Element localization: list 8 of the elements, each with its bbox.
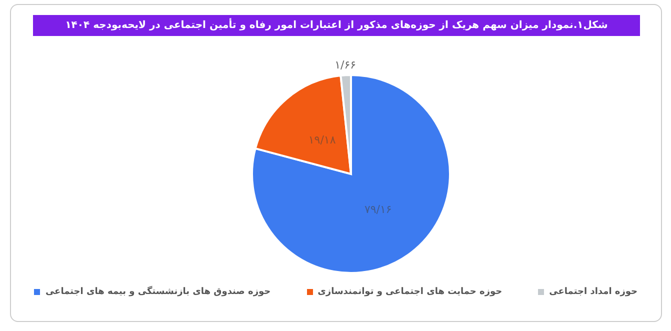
pie-slice: [251, 74, 451, 274]
data-label: ۱۹/۱۸: [308, 134, 336, 147]
legend-label: حوزه حمایت های اجتماعی و توانمندسازی: [318, 287, 502, 297]
legend-label: حوزه امداد اجتماعی: [549, 287, 638, 297]
data-label: ۱/۶۶: [334, 58, 356, 72]
data-label: ۷۹/۱۶: [364, 202, 392, 216]
legend-label: حوزه صندوق های بازنشستگی و بیمه های اجتماعی: [45, 287, 271, 297]
chart-title: شکل۱.نمودار میزان سهم هریک از حوزه‌های مذکور از اعتبارات امور رفاه و تأمین اجتماعی در لایحه‌بودجه ۱۴۰۴: [33, 15, 640, 36]
